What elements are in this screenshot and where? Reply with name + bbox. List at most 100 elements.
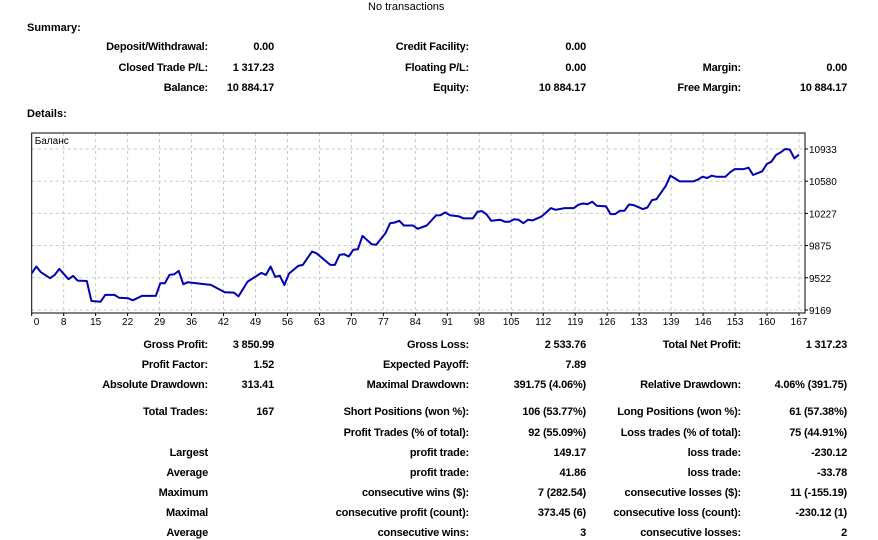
summary-row: Deposit/Withdrawal: 0.00 Credit Facility: 0…	[0, 40, 878, 54]
stat-value: 7.89	[565, 359, 586, 371]
plot-border	[31, 132, 806, 314]
stat-label: consecutive losses:	[640, 527, 741, 539]
stat-label: Loss trades (% of total):	[620, 427, 741, 439]
stat-label: Average	[166, 467, 208, 479]
details-row: Maximal consecutive profit (count): 373.45…	[0, 506, 878, 520]
stat-label: consecutive losses ($):	[624, 487, 742, 499]
x-tick-label: 91	[442, 317, 454, 328]
stat-value: 3	[580, 527, 586, 539]
plot-area	[31, 133, 805, 313]
stat-value: 0.00	[565, 41, 586, 53]
x-tick-label: 36	[186, 317, 198, 328]
details-row: Largest profit trade: 149.17 loss trade: -23…	[0, 446, 878, 460]
y-tick-label: 9169	[809, 306, 832, 317]
stat-label: Maximal	[165, 507, 208, 519]
x-tick-label: 22	[122, 317, 134, 328]
stat-label: profit trade:	[409, 467, 469, 479]
stat-value: 75 (44.91%)	[789, 427, 847, 439]
stat-value: 167	[256, 406, 274, 418]
stat-value: 1 317.23	[232, 62, 274, 74]
stat-value: 149.17	[553, 447, 587, 459]
stat-value: 10 884.17	[226, 82, 274, 94]
stat-label: Gross Profit:	[143, 339, 208, 351]
stat-label: Equity:	[433, 82, 469, 94]
x-tick-label: 15	[90, 317, 102, 328]
stat-label: Closed Trade P/L:	[118, 62, 208, 74]
x-tick-label: 139	[663, 317, 680, 328]
x-tick-label: 133	[631, 317, 648, 328]
stat-label: Total Trades:	[142, 406, 208, 418]
stat-label: Profit Factor:	[141, 359, 208, 371]
stat-value: 0.00	[253, 41, 274, 53]
stat-label: consecutive wins:	[377, 527, 470, 539]
stat-label: consecutive wins ($):	[361, 487, 469, 499]
stat-value: -33.78	[817, 467, 847, 479]
stat-value: 61 (57.38%)	[789, 406, 847, 418]
stat-label: Short Positions (won %):	[343, 406, 470, 418]
y-tick-label: 9522	[809, 274, 832, 285]
stat-value: 11 (-155.19)	[790, 487, 847, 499]
x-tick-label: 29	[154, 317, 166, 328]
x-tick-label: 49	[250, 317, 262, 328]
stat-label: Gross Loss:	[407, 339, 469, 351]
stat-label: Maximal Drawdown:	[366, 379, 470, 391]
chart-title: Баланс	[35, 136, 69, 147]
y-tick-label: 10580	[809, 177, 837, 188]
stat-value: 10 884.17	[538, 82, 586, 94]
details-row: Absolute Drawdown: 313.41 Maximal Drawdown…	[0, 378, 878, 392]
stat-value: 1.52	[253, 359, 274, 371]
stat-value: 92 (55.09%)	[528, 427, 586, 439]
stat-value: 41.86	[559, 467, 586, 479]
stat-label: Maximum	[158, 487, 209, 499]
x-tick-label: 112	[535, 317, 551, 328]
stat-value: 2 533.76	[544, 339, 586, 351]
stat-value: 3 850.99	[232, 339, 274, 351]
stat-value: 373.45 (6)	[537, 507, 586, 519]
x-tick-label: 84	[410, 317, 422, 328]
stat-value: 0.00	[826, 62, 847, 74]
stat-label: Free Margin:	[677, 82, 741, 94]
summary-row: Closed Trade P/L: 1 317.23 Floating P/L: 0.…	[0, 61, 878, 75]
stat-value: 106 (53.77%)	[522, 406, 586, 418]
y-tick-label: 9875	[809, 242, 832, 253]
stat-label: Total Net Profit:	[662, 339, 741, 351]
stat-label: Expected Payoff:	[382, 359, 469, 371]
details-row: Gross Profit: 3 850.99 Gross Loss: 2 533.76…	[0, 338, 878, 352]
stat-value: -230.12 (1)	[795, 507, 847, 519]
stat-label: Deposit/Withdrawal:	[106, 41, 208, 53]
stat-label: Relative Drawdown:	[640, 379, 741, 391]
stat-label: profit trade:	[409, 447, 469, 459]
details-row: Average consecutive wins: 3 consecutive los…	[0, 526, 878, 540]
y-tick-label: 10933	[809, 145, 837, 156]
stat-label: Absolute Drawdown:	[102, 379, 208, 391]
stat-label: consecutive loss (count):	[613, 507, 741, 519]
x-tick-label: 153	[727, 317, 744, 328]
summary-row: Balance: 10 884.17 Equity: 10 884.17 Free Ma…	[0, 81, 878, 95]
stat-label: Average	[166, 527, 208, 539]
stat-value: 0.00	[565, 62, 586, 74]
x-tick-label: 98	[474, 317, 486, 328]
x-tick-label: 0	[34, 317, 40, 328]
x-tick-label: 70	[346, 317, 358, 328]
balance-chart: 0 8 15 22 29 36 42 49 56 63 70 77 84 91 98 105 112 119 126…	[30, 132, 837, 328]
x-tick-label: 167	[791, 317, 808, 328]
balance-line	[30, 148, 800, 303]
stat-label: Largest	[169, 447, 209, 459]
x-tick-label: 77	[378, 317, 390, 328]
summary-heading: Summary:	[27, 22, 81, 34]
x-tick-label: 160	[759, 317, 776, 328]
details-row: Profit Factor: 1.52 Expected Payoff: 7.89	[0, 358, 878, 372]
details-row: Maximum consecutive wins ($): 7 (282.54) co…	[0, 486, 878, 500]
x-tick-label: 42	[218, 317, 230, 328]
x-tick-label: 119	[567, 317, 583, 328]
stat-label: loss trade:	[687, 447, 742, 459]
stat-label: Floating P/L:	[404, 62, 469, 74]
stat-label: Profit Trades (% of total):	[343, 427, 470, 439]
stat-label: loss trade:	[687, 467, 742, 479]
stat-label: Long Positions (won %):	[617, 406, 741, 418]
stat-value: 7 (282.54)	[537, 487, 586, 499]
stat-value: 10 884.17	[799, 82, 847, 94]
details-row: Profit Trades (% of total): 92 (55.09%) Lo…	[0, 426, 878, 440]
stat-value: 1 317.23	[805, 339, 847, 351]
no-transactions-text: No transactions	[368, 1, 445, 13]
